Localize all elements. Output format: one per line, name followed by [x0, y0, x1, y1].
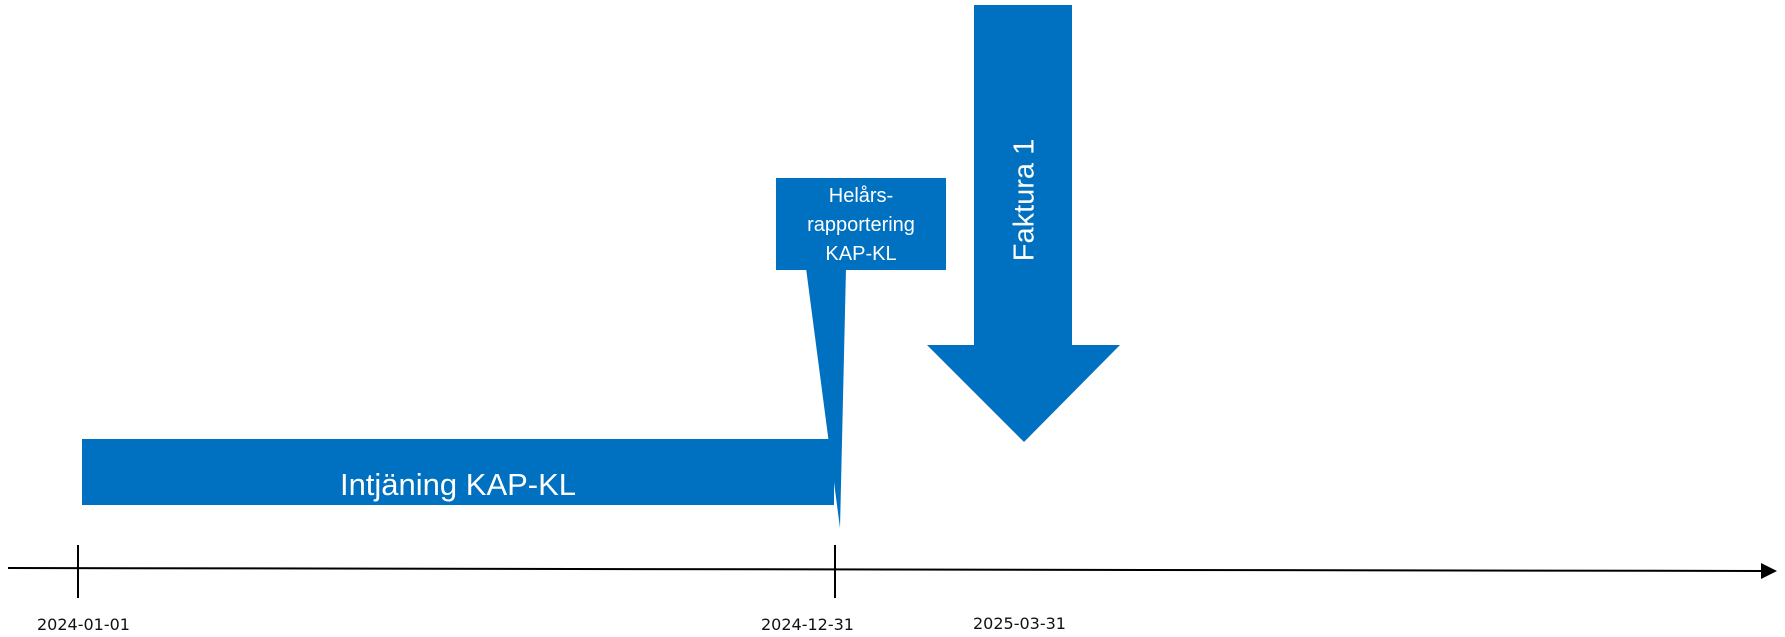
date-label-start: 2024-01-01 [37, 615, 130, 634]
timeline-axis-arrowhead [1761, 563, 1777, 579]
helars-callout-line-3: KAP-KL [825, 243, 897, 265]
faktura-arrow-label: Faktura 1 [1008, 138, 1041, 262]
helars-callout-line-2: rapportering [807, 214, 915, 236]
intjaning-bar [82, 439, 834, 505]
helars-callout-text: Helårs- rapportering KAP-KL [776, 182, 946, 269]
faktura-arrow [927, 5, 1120, 442]
timeline-axis [7, 567, 1764, 572]
date-label-invoice: 2025-03-31 [973, 614, 1066, 633]
helars-callout-box [776, 178, 946, 270]
intjaning-bar-label: Intjäning KAP-KL [339, 467, 577, 502]
date-label-year-end: 2024-12-31 [761, 615, 854, 634]
helars-callout-pointer [806, 268, 846, 528]
helars-callout-line-1: Helårs- [828, 185, 894, 207]
